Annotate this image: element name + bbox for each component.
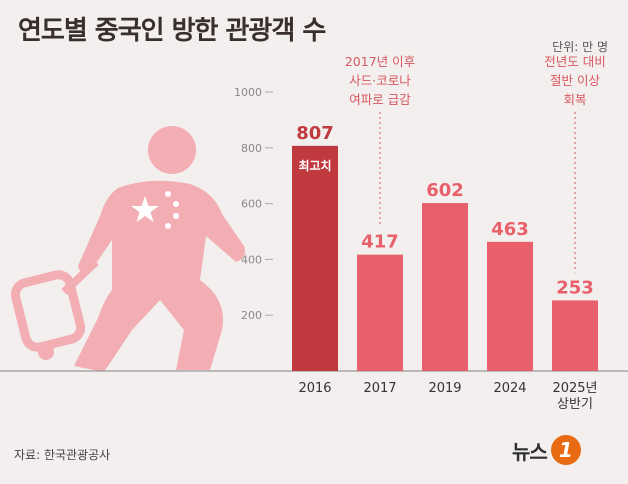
x-tick-label: 상반기	[557, 397, 593, 412]
y-tick-label: 800	[241, 142, 262, 155]
bar	[357, 254, 403, 371]
chart-title: 연도별 중국인 방한 관광객 수	[18, 16, 326, 46]
annotation-text: 회복	[563, 92, 586, 107]
source-label: 자료: 한국관광공사	[14, 448, 111, 462]
china-flag-stars-icon	[131, 191, 179, 229]
x-tick-label: 2025년	[552, 381, 597, 396]
y-tick-label: 1000	[234, 86, 262, 99]
tourist-silhouette-icon	[10, 126, 245, 372]
annotation-text: 절반 이상	[550, 73, 600, 88]
bar	[422, 203, 468, 371]
annotation-text: 여파로 급감	[349, 92, 411, 107]
annotation-text: 2017년 이후	[345, 54, 415, 69]
x-tick-label: 2024	[493, 381, 526, 396]
x-tick-label: 2019	[428, 381, 461, 396]
x-tick-label: 2017	[363, 381, 396, 396]
bar-value-label: 807	[296, 123, 334, 144]
bar-badge-label: 최고치	[298, 158, 331, 173]
x-tick-label: 2016	[298, 381, 331, 396]
bar-value-label: 463	[491, 219, 529, 240]
y-tick-label: 600	[241, 198, 262, 211]
bar-value-label: 602	[426, 180, 464, 201]
annotation-text: 사드·코로나	[349, 73, 411, 88]
logo-text: 뉴스	[512, 439, 548, 464]
bar-value-label: 417	[361, 232, 399, 253]
bar	[487, 241, 533, 371]
bar-value-label: 253	[556, 277, 594, 298]
logo-mark-icon: 1	[550, 435, 581, 465]
unit-label: 단위: 만 명	[552, 40, 608, 54]
news1-logo: 뉴스 1	[512, 432, 581, 468]
annotation-text: 전년도 대비	[544, 54, 605, 69]
bar	[552, 300, 598, 371]
y-tick-label: 400	[241, 253, 262, 266]
y-tick-label: 200	[241, 309, 262, 322]
bar	[292, 145, 338, 371]
